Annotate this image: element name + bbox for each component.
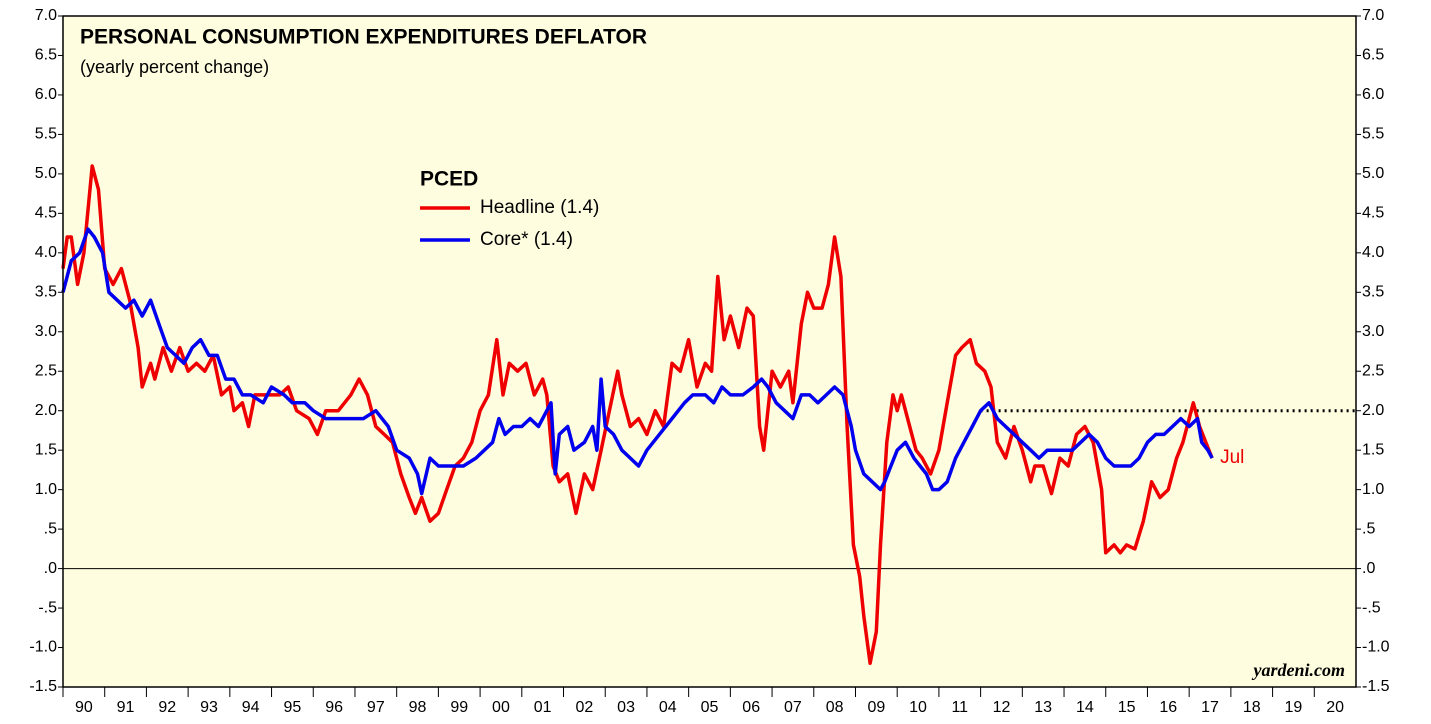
x-tick-label: 13	[1034, 699, 1052, 716]
y2-tick-label: .5	[1362, 520, 1375, 537]
x-tick-label: 14	[1076, 699, 1094, 716]
legend-label: Core* (1.4)	[480, 229, 573, 250]
legend-title: PCED	[420, 168, 478, 191]
x-tick-label: 12	[993, 699, 1011, 716]
x-tick-label: 00	[492, 699, 510, 716]
y-tick-label: 6.0	[35, 86, 57, 103]
y-tick-label: 7.0	[35, 7, 57, 24]
x-tick-label: 06	[742, 699, 760, 716]
x-tick-label: 91	[117, 699, 135, 716]
y-tick-label: .5	[44, 520, 57, 537]
y2-tick-label: 3.5	[1362, 284, 1384, 301]
y2-tick-label: .0	[1362, 560, 1375, 577]
y2-tick-label: 5.0	[1362, 165, 1384, 182]
x-tick-label: 01	[534, 699, 552, 716]
y-tick-label: 4.5	[35, 205, 57, 222]
y2-tick-label: 2.0	[1362, 402, 1384, 419]
x-tick-label: 18	[1243, 699, 1261, 716]
x-tick-label: 05	[701, 699, 719, 716]
x-tick-label: 94	[242, 699, 260, 716]
y2-tick-label: -.5	[1362, 599, 1381, 616]
x-tick-label: 10	[909, 699, 927, 716]
y2-tick-label: 6.5	[1362, 47, 1384, 64]
x-tick-label: 17	[1201, 699, 1219, 716]
x-tick-label: 07	[784, 699, 802, 716]
y2-tick-label: 3.0	[1362, 323, 1384, 340]
y-tick-label: -1.0	[29, 639, 57, 656]
y2-tick-label: 6.0	[1362, 86, 1384, 103]
x-tick-label: 98	[409, 699, 427, 716]
y-tick-label: 2.5	[35, 362, 57, 379]
y-tick-label: 3.5	[35, 284, 57, 301]
y-tick-label: 4.0	[35, 244, 57, 261]
x-tick-label: 02	[575, 699, 593, 716]
plot-frame	[62, 15, 1357, 688]
series-line	[61, 227, 1214, 496]
y-tick-label: 5.0	[35, 165, 57, 182]
x-tick-label: 15	[1118, 699, 1136, 716]
x-tick-label: 97	[367, 699, 385, 716]
y-tick-label: .0	[44, 560, 57, 577]
x-tick-label: 08	[826, 699, 844, 716]
x-tick-label: 03	[617, 699, 635, 716]
y2-tick-label: 4.5	[1362, 205, 1384, 222]
y2-tick-label: 1.0	[1362, 481, 1384, 498]
x-tick-label: 99	[450, 699, 468, 716]
x-tick-label: 20	[1326, 699, 1344, 716]
y-tick-label: 3.0	[35, 323, 57, 340]
y-tick-label: -.5	[38, 599, 57, 616]
x-tick-label: 93	[200, 699, 218, 716]
y-tick-label: -1.5	[29, 678, 57, 695]
legend-label: Headline (1.4)	[480, 197, 599, 218]
y2-tick-label: 4.0	[1362, 244, 1384, 261]
x-tick-label: 19	[1285, 699, 1303, 716]
source: yardeni.com	[1252, 660, 1346, 680]
y2-tick-label: 2.5	[1362, 362, 1384, 379]
y-tick-label: 6.5	[35, 47, 57, 64]
y2-tick-label: -1.0	[1362, 639, 1390, 656]
y2-tick-label: 5.5	[1362, 126, 1384, 143]
chart-title: PERSONAL CONSUMPTION EXPENDITURES DEFLAT…	[80, 26, 647, 49]
y-tick-label: 2.0	[35, 402, 57, 419]
y-tick-label: 1.0	[35, 481, 57, 498]
chart-subtitle: (yearly percent change)	[80, 57, 269, 77]
series-line	[61, 164, 1214, 666]
y2-tick-label: -1.5	[1362, 678, 1390, 695]
x-tick-label: 11	[951, 699, 968, 716]
y2-tick-label: 7.0	[1362, 7, 1384, 24]
x-tick-label: 04	[659, 699, 677, 716]
plot-background	[63, 16, 1356, 687]
x-tick-label: 90	[75, 699, 93, 716]
y-tick-label: 1.5	[35, 441, 57, 458]
annotation: Jul	[1220, 447, 1244, 468]
y2-tick-label: 1.5	[1362, 441, 1384, 458]
x-tick-label: 09	[867, 699, 885, 716]
x-tick-label: 16	[1159, 699, 1177, 716]
x-tick-label: 95	[284, 699, 302, 716]
x-tick-label: 96	[325, 699, 343, 716]
x-tick-label: 92	[158, 699, 176, 716]
y-tick-label: 5.5	[35, 126, 57, 143]
